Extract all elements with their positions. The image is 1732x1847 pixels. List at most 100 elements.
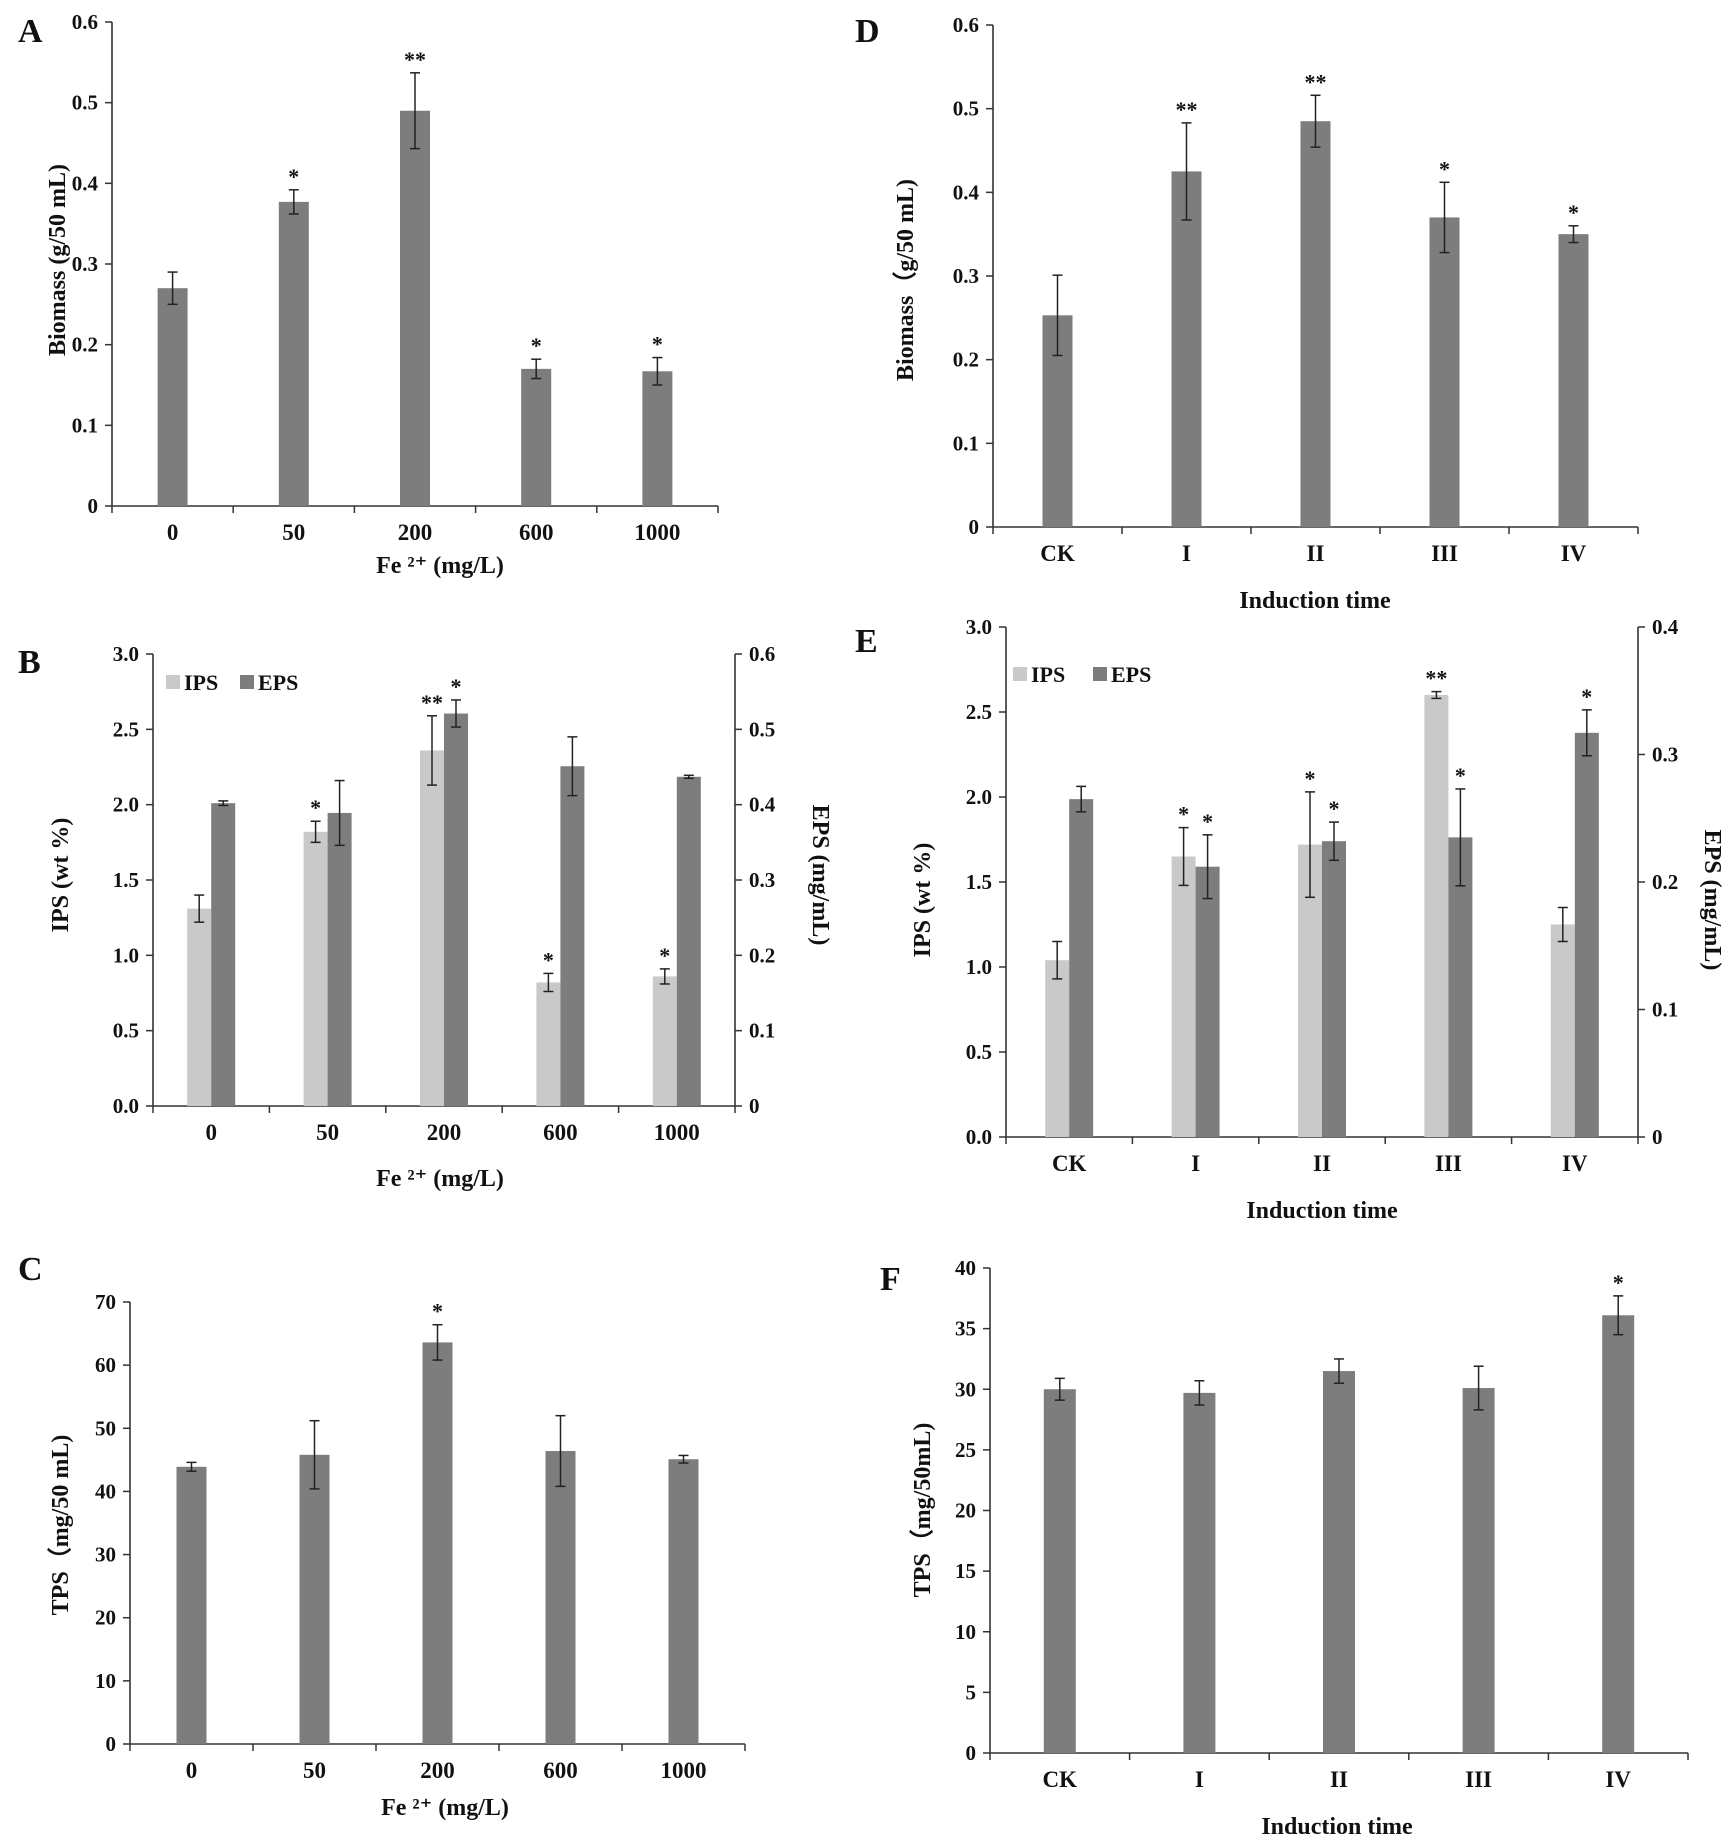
bar (536, 982, 561, 1106)
bar (211, 803, 236, 1106)
y-tick-label: 0.5 (966, 1040, 992, 1064)
x-tick-label: 50 (282, 520, 305, 545)
bar (1045, 960, 1070, 1137)
y-tick-label: 0 (88, 494, 99, 518)
x-tick-label: CK (1043, 1767, 1078, 1792)
panel-letter: B (18, 644, 41, 681)
panel-C-plot: 0 10 20 30 40 50 60 70 0 50 200 600 1000 * (95, 1290, 746, 1783)
bar (327, 812, 352, 1106)
y-tick-label: 0.2 (953, 348, 979, 372)
bar (1424, 695, 1449, 1137)
legend-ips-swatch (166, 675, 180, 689)
bar (1550, 924, 1575, 1137)
y-tick-label: 2.5 (966, 700, 992, 724)
bar (676, 776, 701, 1106)
significance-label: * (1613, 1270, 1624, 1295)
x-tick-label: 0 (186, 1758, 198, 1783)
y-tick-label: 5 (966, 1680, 977, 1704)
y-tick-label: 2.5 (113, 717, 139, 741)
panel-A: A 00.10.20.30.40.50.60 50 200 600 1000**** * … (18, 10, 719, 579)
legend-ips-label: IPS (184, 670, 218, 695)
y-tick-label: 0.0 (966, 1125, 992, 1149)
legend-eps-label: EPS (258, 670, 298, 695)
y-axis-title: Biomass (g/50 mL) (45, 164, 71, 356)
significance-label: * (531, 333, 542, 358)
bar (1300, 121, 1331, 527)
significance-label: * (310, 795, 321, 820)
bar (420, 750, 444, 1106)
y-axis-title: IPS (wt %) (48, 818, 74, 933)
x-tick-label: 200 (398, 520, 433, 545)
x-axis-title: Fe ²⁺ (mg/L) (381, 1795, 509, 1821)
y2-tick-label: 0.6 (749, 642, 775, 666)
y-tick-label: 25 (955, 1438, 976, 1462)
panel-letter: F (880, 1261, 901, 1298)
x-tick-label: III (1435, 1151, 1462, 1176)
bar (400, 110, 430, 506)
bar (1195, 866, 1220, 1137)
significance-label: * (659, 943, 670, 968)
y2-tick-label: 0 (1652, 1125, 1663, 1149)
significance-label: * (1305, 766, 1316, 791)
panel-C: C 0 10 20 30 40 50 60 70 0 50 200 600 1000 * Fe ²⁺ (m… (18, 1251, 746, 1821)
significance-label: ** (421, 690, 443, 715)
y2-tick-label: 0.2 (1652, 870, 1678, 894)
y-tick-label: 1.5 (966, 870, 992, 894)
y-tick-label: 1.0 (966, 955, 992, 979)
y-tick-label: 10 (95, 1669, 116, 1693)
y-tick-label: 2.0 (966, 785, 992, 809)
y-tick-label: 40 (95, 1479, 116, 1503)
significance-label: * (1329, 796, 1340, 821)
x-tick-label: CK (1040, 541, 1075, 566)
bar (176, 1466, 207, 1744)
panel-B-plot: 0.0 0.5 1.0 1.5 2.0 2.5 3.0 0 0.1 0.2 0.3 0.4 0.5 0.6… (113, 642, 776, 1145)
panel-letter: A (18, 13, 43, 50)
bar (299, 1454, 330, 1744)
bar (1322, 841, 1346, 1137)
significance-label: * (543, 947, 554, 972)
y-tick-label: 2.0 (113, 793, 139, 817)
bar (560, 766, 585, 1106)
bar (652, 976, 677, 1106)
significance-label: * (432, 1299, 443, 1324)
panel-E-plot: 0.00.51.01.52.02.53.000.10.20.30.4CK I II I… (966, 615, 1679, 1176)
x-tick-label: 200 (427, 1120, 462, 1145)
panel-D-plot: 00.10.20.30.40.50.6CK I II III IV****** (953, 13, 1639, 566)
panel-letter: E (855, 623, 878, 660)
y2-tick-label: 0.5 (749, 717, 775, 741)
x-tick-label: 0 (205, 1120, 217, 1145)
significance-label: * (451, 674, 462, 699)
x-axis-title: Induction time (1261, 1814, 1413, 1840)
x-tick-label: 1000 (654, 1120, 700, 1145)
bar (1069, 799, 1094, 1137)
x-tick-label: 600 (519, 520, 554, 545)
x-tick-label: II (1313, 1151, 1331, 1176)
y2-tick-label: 0.3 (749, 868, 775, 892)
y-tick-label: 30 (955, 1377, 976, 1401)
bar (1574, 732, 1599, 1137)
y-tick-label: 15 (955, 1559, 976, 1583)
panel-letter: D (855, 13, 880, 50)
significance-label: * (1581, 684, 1592, 709)
x-tick-label: 600 (543, 1758, 578, 1783)
panel-E: E 0.00.51.01.52.02.53.000.10.20.30.4CK I I… (855, 615, 1725, 1224)
x-tick-label: II (1307, 541, 1325, 566)
panel-B: B 0.00.51.01.52.02.53.000.10.20.30.40.50… (18, 642, 833, 1192)
legend-eps-label: EPS (1111, 662, 1151, 687)
y-tick-label: 0.5 (953, 97, 979, 121)
significance-label: * (288, 164, 299, 189)
y-tick-label: 0.1 (953, 431, 979, 455)
bar (1171, 856, 1196, 1137)
significance-label: ** (404, 47, 426, 72)
y-tick-label: 0.0 (113, 1094, 139, 1118)
x-tick-label: 0 (167, 520, 179, 545)
y-axis-title: TPS（mg/50 mL) (47, 1435, 74, 1616)
x-axis-title: Induction time (1239, 588, 1391, 614)
y-tick-label: 0 (969, 515, 980, 539)
y-tick-label: 50 (95, 1416, 116, 1440)
x-tick-label: IV (1605, 1767, 1631, 1792)
bar (157, 288, 188, 506)
y-tick-label: 20 (95, 1606, 116, 1630)
significance-label: * (652, 332, 663, 357)
y2-tick-label: 0.1 (749, 1019, 775, 1043)
